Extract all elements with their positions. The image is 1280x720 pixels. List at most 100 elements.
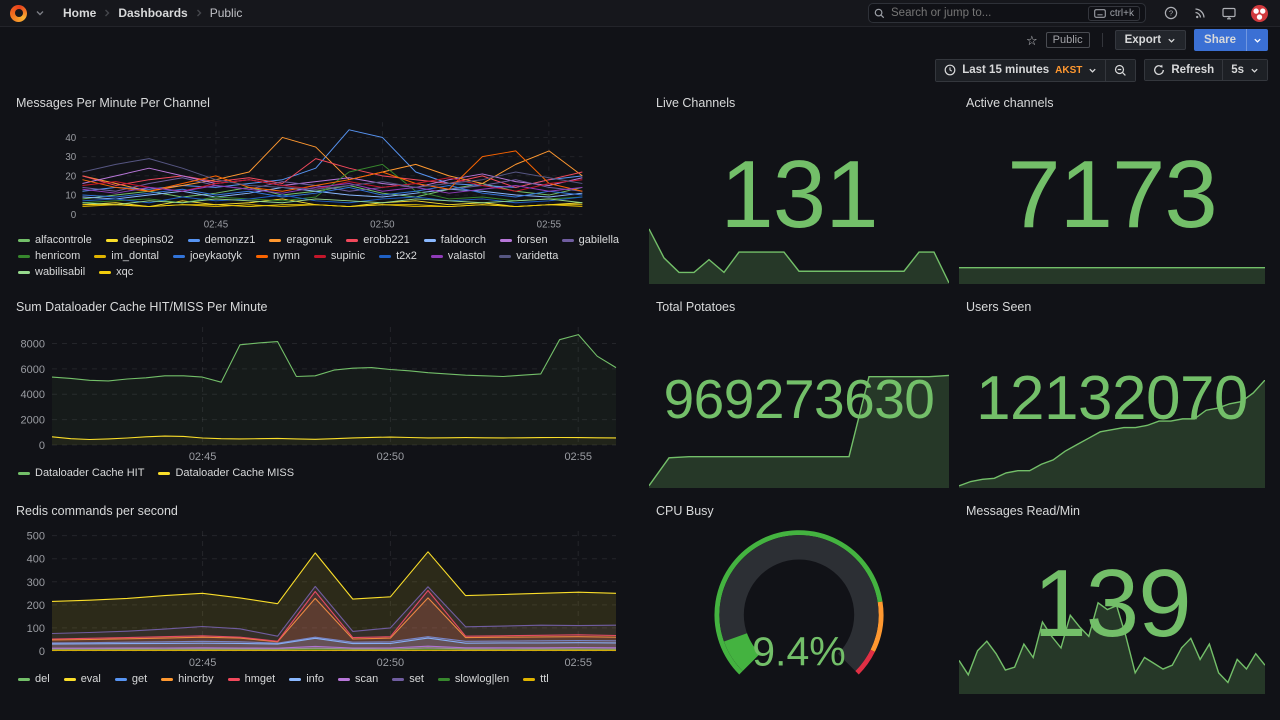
svg-text:02:45: 02:45 bbox=[189, 451, 217, 463]
messages-chart[interactable]: 0 10 20 30 40 02:45 02:50 02:55 bbox=[16, 115, 624, 232]
legend-item-Dataloader Cache HIT[interactable]: Dataloader Cache HIT bbox=[18, 467, 144, 480]
chevron-down-icon bbox=[1254, 38, 1261, 43]
panel-title[interactable]: Total Potatoes bbox=[656, 300, 736, 314]
refresh-button[interactable]: Refresh bbox=[1145, 60, 1223, 80]
breadcrumb-home[interactable]: Home bbox=[63, 6, 97, 20]
svg-text:02:55: 02:55 bbox=[537, 220, 562, 231]
svg-text:20: 20 bbox=[65, 171, 76, 182]
keyboard-icon bbox=[1093, 8, 1106, 18]
cpu-gauge: 9.4% bbox=[714, 530, 884, 675]
user-avatar[interactable] bbox=[1251, 4, 1268, 22]
refresh-icon bbox=[1154, 64, 1165, 75]
help-icon[interactable]: ? bbox=[1164, 6, 1178, 20]
dashboard-grid: Messages Per Minute Per Channel 0 10 20 30 4… bbox=[0, 87, 1280, 720]
legend-item-demonzz1[interactable]: demonzz1 bbox=[187, 234, 255, 247]
svg-text:02:55: 02:55 bbox=[564, 451, 592, 463]
news-rss-icon[interactable] bbox=[1193, 6, 1207, 20]
panel-title[interactable]: Messages Per Minute Per Channel bbox=[16, 96, 210, 110]
panel-title[interactable]: Active channels bbox=[966, 96, 1054, 110]
legend-item-slowlog|len[interactable]: slowlog|len bbox=[437, 673, 509, 686]
svg-text:0: 0 bbox=[71, 210, 77, 221]
panel-messages-read: Messages Read/Min 139 bbox=[958, 497, 1266, 695]
svg-text:10: 10 bbox=[65, 191, 76, 202]
svg-text:02:45: 02:45 bbox=[189, 657, 217, 669]
legend-item-ttl[interactable]: ttl bbox=[523, 673, 549, 686]
legend-item-deepins02[interactable]: deepins02 bbox=[105, 234, 174, 247]
search-icon bbox=[874, 8, 885, 18]
time-range-picker[interactable]: Last 15 minutes AKST bbox=[936, 59, 1106, 81]
panel-messages-per-minute: Messages Per Minute Per Channel 0 10 20 30 4… bbox=[8, 89, 632, 285]
stat-sparkline bbox=[649, 372, 949, 488]
search-input[interactable] bbox=[891, 7, 1082, 19]
search-shortcut: ctrl+k bbox=[1087, 5, 1140, 21]
legend-item-forsen[interactable]: forsen bbox=[500, 234, 548, 247]
panel-title[interactable]: Messages Read/Min bbox=[966, 504, 1080, 518]
legend-item-im_dontal[interactable]: im_dontal bbox=[94, 250, 159, 263]
monitor-icon[interactable] bbox=[1222, 7, 1236, 20]
legend-item-faldoorch[interactable]: faldoorch bbox=[423, 234, 486, 247]
panel-title[interactable]: Redis commands per second bbox=[16, 504, 178, 518]
export-button[interactable]: Export bbox=[1114, 30, 1187, 50]
zoom-out-button[interactable] bbox=[1105, 59, 1136, 81]
svg-text:40: 40 bbox=[65, 133, 76, 144]
dashboard-toolbar: ☆ Public Export Share bbox=[0, 27, 1280, 53]
legend-item-varidetta[interactable]: varidetta bbox=[499, 250, 558, 263]
stat-value: 969273630 bbox=[663, 367, 935, 430]
legend-item-eval[interactable]: eval bbox=[63, 673, 101, 686]
legend-item-alfacontrole[interactable]: alfacontrole bbox=[18, 234, 92, 247]
legend-item-eragonuk[interactable]: eragonuk bbox=[269, 234, 332, 247]
share-button[interactable]: Share bbox=[1194, 29, 1246, 51]
refresh-interval-select[interactable]: 5s bbox=[1222, 60, 1267, 80]
legend-item-erobb221[interactable]: erobb221 bbox=[346, 234, 410, 247]
chevron-down-icon[interactable] bbox=[35, 8, 45, 18]
stat-sparkline bbox=[959, 380, 1265, 488]
dataloader-chart[interactable]: 0 2000 4000 6000 8000 02:45 02:50 02:55 bbox=[16, 319, 624, 465]
legend-item-t2x2[interactable]: t2x2 bbox=[379, 250, 417, 263]
breadcrumb: Home Dashboards Public bbox=[63, 6, 242, 20]
legend-item-hincrby[interactable]: hincrby bbox=[161, 673, 214, 686]
grafana-logo[interactable] bbox=[10, 4, 27, 22]
redis-chart[interactable]: 0 100 200 300 400 500 02:45 02:50 02:55 bbox=[16, 523, 624, 671]
legend-item-nymn[interactable]: nymn bbox=[255, 250, 300, 263]
panel-active-channels: Active channels 7173 bbox=[958, 89, 1266, 285]
search-box[interactable]: ctrl+k bbox=[868, 3, 1146, 23]
chevron-right-icon bbox=[105, 9, 110, 17]
panel-title[interactable]: Users Seen bbox=[966, 300, 1032, 314]
stat-sparkline bbox=[959, 250, 1265, 284]
legend-item-set[interactable]: set bbox=[392, 673, 424, 686]
svg-text:02:55: 02:55 bbox=[564, 657, 592, 669]
chevron-right-icon bbox=[196, 9, 202, 17]
panel-users-seen: Users Seen 12132070 bbox=[958, 293, 1266, 489]
legend-item-info[interactable]: info bbox=[289, 673, 324, 686]
legend-item-Dataloader Cache MISS[interactable]: Dataloader Cache MISS bbox=[158, 467, 294, 480]
legend-item-del[interactable]: del bbox=[18, 673, 50, 686]
legend-item-wabilisabil[interactable]: wabilisabil bbox=[18, 266, 85, 279]
legend-item-gabilella[interactable]: gabilella bbox=[561, 234, 619, 247]
legend-item-get[interactable]: get bbox=[114, 673, 147, 686]
legend-item-hmget[interactable]: hmget bbox=[227, 673, 275, 686]
panel-title[interactable]: Sum Dataloader Cache HIT/MISS Per Minute bbox=[16, 300, 268, 314]
legend-item-valastol[interactable]: valastol bbox=[430, 250, 485, 263]
svg-text:100: 100 bbox=[27, 623, 45, 635]
svg-text:0: 0 bbox=[39, 646, 45, 658]
chart-legend: alfacontrole deepins02 demonzz1 eragonuk ero… bbox=[16, 232, 624, 279]
legend-item-xqc[interactable]: xqc bbox=[99, 266, 133, 279]
svg-text:30: 30 bbox=[65, 152, 76, 163]
breadcrumb-current: Public bbox=[209, 6, 243, 20]
legend-item-supinic[interactable]: supinic bbox=[313, 250, 365, 263]
svg-text:9.4%: 9.4% bbox=[752, 629, 846, 675]
panel-title[interactable]: CPU Busy bbox=[656, 504, 714, 518]
legend-item-henricom[interactable]: henricom bbox=[18, 250, 80, 263]
legend-item-joeykaotyk[interactable]: joeykaotyk bbox=[172, 250, 242, 263]
share-menu-caret[interactable] bbox=[1246, 29, 1268, 51]
divider bbox=[1101, 33, 1103, 47]
svg-text:02:45: 02:45 bbox=[204, 220, 229, 231]
star-icon[interactable]: ☆ bbox=[1025, 32, 1038, 48]
legend-item-scan[interactable]: scan bbox=[337, 673, 378, 686]
chevron-down-icon bbox=[1089, 68, 1097, 73]
svg-text:0: 0 bbox=[39, 440, 45, 452]
breadcrumb-dashboards[interactable]: Dashboards bbox=[118, 6, 188, 20]
panel-title[interactable]: Live Channels bbox=[656, 96, 736, 110]
stat-value: 131 bbox=[720, 141, 878, 248]
svg-text:300: 300 bbox=[27, 577, 45, 589]
